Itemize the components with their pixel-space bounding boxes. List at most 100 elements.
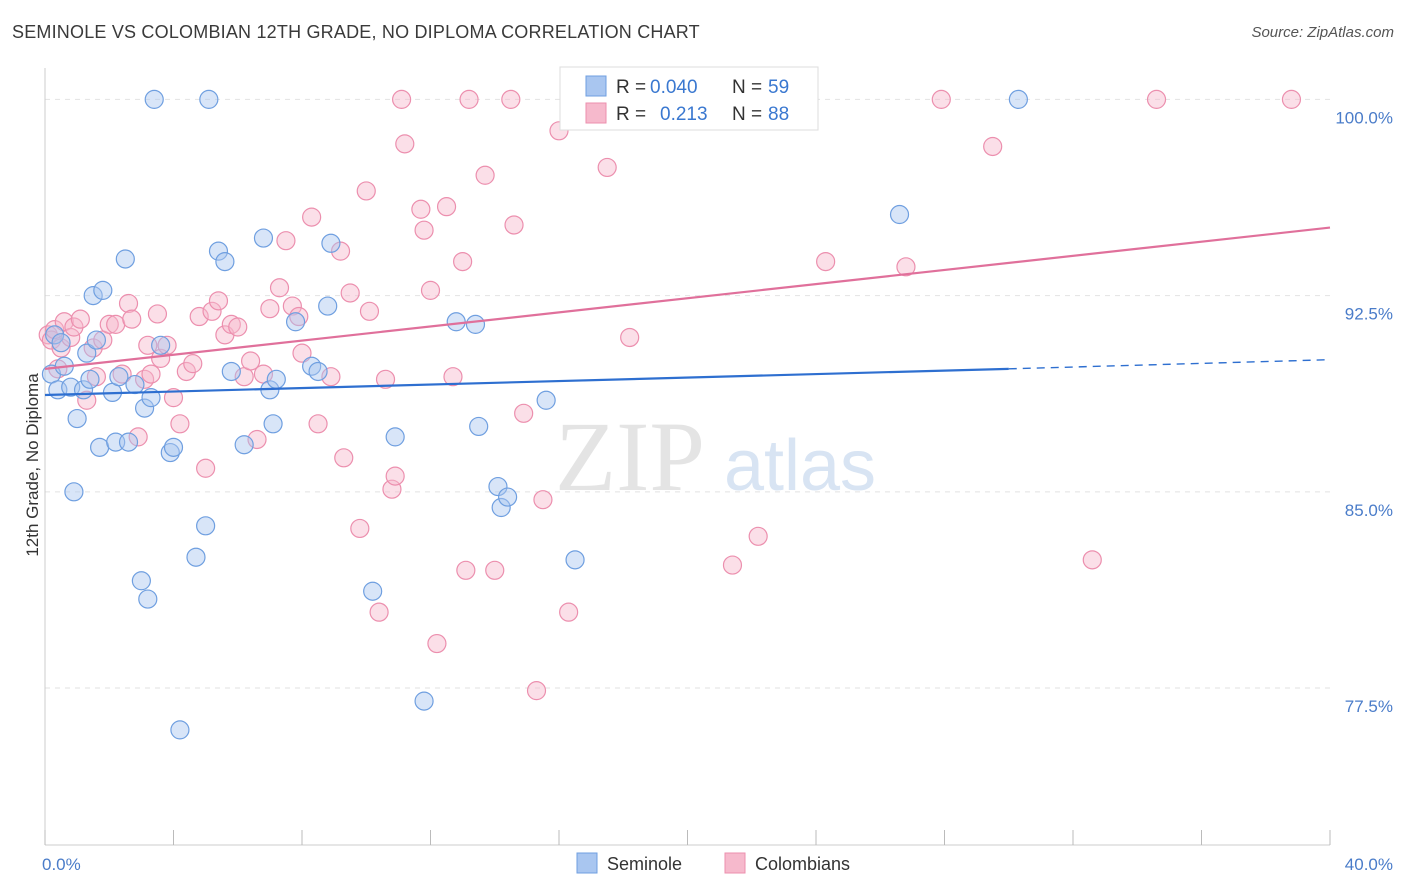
colombian-point-56 [375, 369, 396, 389]
colombian-point-22 [147, 304, 168, 324]
seminole-point-40 [266, 369, 286, 389]
y-tick-label-3: 100.0% [1335, 108, 1393, 127]
seminole-point-25 [144, 89, 164, 109]
colombian-point-31 [202, 301, 222, 321]
colombian-point-44 [289, 306, 309, 327]
seminole-point-41 [285, 312, 306, 332]
colombian-point-84 [816, 251, 836, 272]
watermark: ZIP atlas [555, 401, 876, 512]
colombian-point-17 [122, 309, 142, 329]
seminole-point-33 [208, 241, 229, 261]
colombian-point-8 [70, 309, 90, 329]
colombian-point-51 [340, 283, 360, 303]
seminole-point-20 [125, 374, 145, 395]
seminole-point-52 [488, 476, 508, 497]
y-axis-title: 12th Grade, No Diploma [23, 373, 42, 557]
seminole-point-26 [151, 335, 171, 355]
colombian-point-27 [176, 361, 196, 382]
seminole-point-50 [465, 314, 486, 334]
colombian-point-49 [330, 241, 351, 261]
watermark-zip: ZIP [555, 401, 705, 512]
seminole-point-49 [446, 312, 466, 332]
bottom-legend-swatch-colombians [724, 852, 746, 874]
colombian-point-79 [597, 157, 617, 178]
seminole-point-51 [469, 416, 489, 437]
colombian-point-90 [1281, 89, 1302, 109]
colombian-point-86 [931, 89, 951, 109]
legend-n-label-seminole: N = [732, 77, 762, 98]
colombian-point-26 [170, 414, 190, 434]
colombian-point-19 [134, 369, 155, 389]
colombian-point-61 [411, 199, 431, 219]
colombian-point-63 [420, 280, 441, 300]
colombian-point-18 [128, 427, 148, 447]
seminole-point-37 [253, 228, 274, 248]
colombian-point-85 [896, 257, 916, 277]
colombian-point-82 [722, 555, 743, 575]
bottom-legend-swatch-seminole [576, 852, 598, 874]
legend-r-label-colombians: R = [616, 104, 646, 125]
seminole-point-3 [51, 333, 71, 353]
seminole-point-44 [318, 296, 338, 316]
seminole-point-18 [115, 249, 135, 269]
colombian-point-87 [983, 136, 1003, 157]
seminole-point-56 [565, 550, 585, 570]
colombian-point-54 [359, 301, 380, 321]
colombian-point-89 [1146, 89, 1167, 109]
watermark-atlas: atlas [724, 426, 876, 506]
colombian-point-41 [269, 278, 290, 298]
seminole-point-29 [170, 720, 190, 740]
seminole-point-39 [263, 414, 283, 434]
colombian-point-78 [559, 602, 579, 622]
colombian-point-52 [350, 518, 370, 539]
colombian-point-15 [112, 364, 132, 384]
seminole-point-22 [134, 398, 155, 418]
axes: 77.5% 85.0% 92.5% 100.0% 0.0% 40.0% [42, 68, 1393, 874]
colombian-point-32 [208, 291, 229, 311]
colombian-point-53 [356, 181, 376, 201]
seminole-point-47 [385, 427, 405, 447]
colombian-point-47 [308, 414, 328, 434]
legend-r-label-seminole: R = [616, 77, 646, 98]
seminole-point-31 [196, 516, 216, 536]
colombian-points [38, 89, 1302, 701]
colombian-point-6 [61, 327, 81, 348]
trend-lines [44, 226, 1331, 397]
colombian-point-66 [443, 367, 463, 387]
y-tick-label-1: 85.0% [1345, 501, 1393, 520]
seminole-point-13 [90, 437, 110, 457]
seminole-point-23 [138, 589, 158, 609]
colombian-point-50 [334, 448, 354, 468]
seminole-trend-line [44, 367, 1009, 397]
y-tick-label-2: 92.5% [1345, 305, 1393, 324]
colombian-point-30 [196, 458, 216, 478]
chart-title: SEMINOLE VS COLOMBIAN 12TH GRADE, NO DIP… [12, 22, 700, 42]
bottom-legend-colombians: Colombians [755, 854, 850, 874]
colombian-point-55 [369, 602, 389, 622]
seminole-point-45 [321, 233, 341, 253]
seminole-point-42 [302, 356, 322, 376]
seminole-point-55 [536, 390, 556, 410]
colombian-point-48 [321, 367, 341, 387]
colombian-point-70 [475, 165, 495, 185]
colombian-point-45 [292, 343, 312, 363]
bottom-legend: Seminole Colombians [576, 852, 850, 874]
y-tick-label-0: 77.5% [1345, 697, 1393, 716]
seminole-point-27 [160, 442, 180, 463]
seminole-point-6 [64, 482, 84, 502]
gridlines [45, 98, 1330, 689]
legend: R = 0.040 N = 59 R = 0.213 N = 88 [559, 66, 819, 131]
seminole-point-14 [93, 280, 113, 300]
seminole-point-9 [77, 343, 97, 363]
colombian-point-43 [282, 296, 302, 316]
colombian-point-75 [526, 681, 547, 701]
legend-swatch-seminole [585, 75, 607, 97]
legend-r-value-seminole: 0.040 [650, 77, 698, 98]
x-tick-label-0: 0.0% [42, 855, 81, 874]
colombian-point-7 [64, 317, 84, 337]
colombian-point-40 [260, 299, 280, 319]
colombian-point-73 [504, 215, 524, 235]
seminole-point-35 [221, 361, 241, 382]
legend-n-value-seminole: 59 [768, 77, 789, 98]
seminole-point-10 [80, 369, 100, 389]
